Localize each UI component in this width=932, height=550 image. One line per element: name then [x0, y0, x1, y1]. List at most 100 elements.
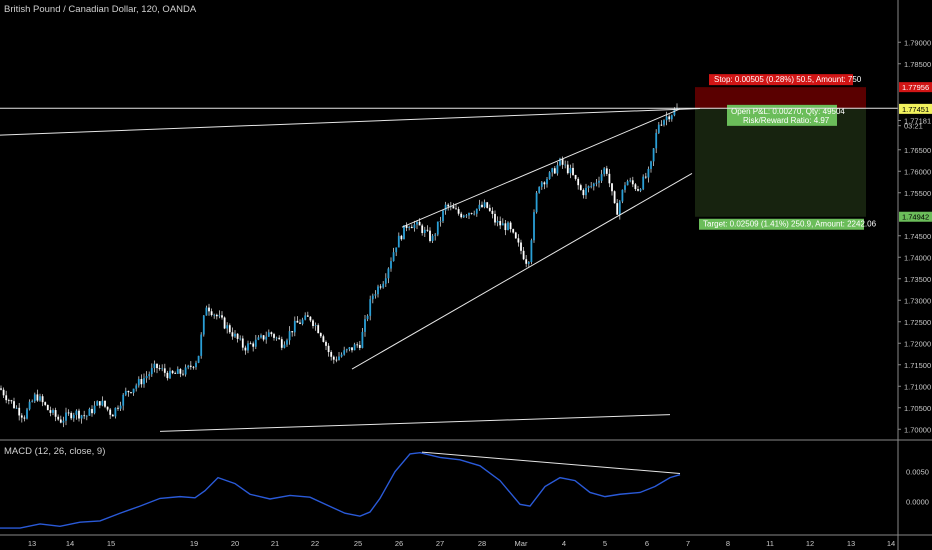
candle-body [293, 320, 296, 333]
time-tick-label: 5 [603, 539, 607, 548]
candle-body [49, 410, 52, 413]
candle-body [127, 390, 130, 393]
candle-body [535, 192, 538, 213]
candle-body [205, 307, 208, 316]
candle-body [369, 299, 372, 316]
candle-body [343, 350, 346, 355]
candle-body [312, 320, 314, 326]
candle-body [200, 334, 203, 356]
price-marker-target: 1.74942 [902, 213, 929, 222]
candle-body [325, 341, 327, 346]
candle-body [192, 366, 195, 368]
candle-body [218, 315, 221, 317]
candle-body [301, 319, 304, 324]
candle-body [582, 189, 585, 196]
candle-body [512, 229, 515, 233]
candle-body [652, 148, 655, 162]
candle-body [36, 394, 39, 401]
candle-body [403, 225, 405, 240]
candle-body [166, 372, 169, 379]
candle-body [80, 415, 83, 419]
rr-label: Risk/Reward Ratio: 4.97 [743, 116, 830, 125]
candle-body [234, 333, 236, 337]
candle-body [644, 176, 647, 178]
candle-body [197, 355, 200, 363]
candle-body [457, 209, 460, 214]
candle-body [488, 207, 491, 211]
candle-body [91, 408, 93, 414]
candle-body [384, 278, 387, 284]
candle-body [299, 322, 301, 324]
candle-body [59, 419, 62, 423]
candle-body [267, 332, 270, 337]
candle-body [98, 401, 101, 406]
candle-body [291, 331, 294, 333]
candle-body [395, 247, 398, 253]
candle-body [400, 235, 403, 240]
time-tick-label: 14 [887, 539, 895, 548]
candle-body [494, 213, 496, 223]
candle-body [278, 337, 281, 340]
candle-body [647, 168, 650, 178]
time-tick-label: 25 [354, 539, 362, 548]
candle-body [423, 229, 426, 234]
candle-body [319, 333, 322, 337]
time-tick-label: 12 [806, 539, 814, 548]
candle-body [366, 315, 369, 320]
candle-body [556, 165, 559, 174]
candle-body [642, 176, 645, 190]
candle-body [322, 336, 325, 342]
candle-body [626, 181, 629, 186]
candle-body [174, 373, 177, 374]
candle-body [405, 225, 408, 228]
candle-body [509, 222, 512, 230]
candle-body [270, 332, 273, 335]
candle-body [332, 356, 335, 360]
candle-body [265, 336, 268, 340]
candle-body [358, 344, 361, 348]
candle-body [241, 338, 244, 348]
candle-body [416, 221, 418, 225]
candle-body [574, 174, 577, 179]
price-tick-label: 1.79000 [904, 38, 931, 47]
candle-body [639, 189, 642, 191]
candle-body [28, 401, 31, 410]
candle-body [85, 415, 88, 417]
price-tick-label: 1.70500 [904, 404, 931, 413]
candle-body [57, 416, 60, 420]
candle-body [184, 367, 187, 375]
candle-body [517, 238, 520, 243]
candle-body [525, 259, 528, 264]
candle-body [382, 283, 385, 288]
pnl-label-bg [727, 104, 837, 126]
candle-body [210, 311, 213, 316]
candle-body [156, 363, 158, 369]
candle-body [70, 413, 73, 419]
candle-body [106, 406, 109, 410]
candle-body [478, 204, 481, 209]
time-tick-label: 14 [66, 539, 74, 548]
candle-body [124, 390, 127, 395]
candle-body [257, 337, 260, 340]
candle-body [187, 365, 190, 368]
candle-body [161, 368, 164, 370]
candle-body [7, 400, 10, 401]
candle-body [605, 168, 608, 174]
price-tick-label: 1.76500 [904, 146, 931, 155]
candle-body [499, 221, 502, 226]
candle-body [249, 343, 252, 345]
time-tick-label: 6 [645, 539, 649, 548]
candle-body [408, 226, 411, 228]
price-tick-label: 1.71500 [904, 361, 931, 370]
candle-body [252, 343, 255, 347]
candle-body [520, 242, 522, 251]
candle-body [483, 202, 486, 208]
candle-body [501, 223, 504, 226]
candle-body [226, 325, 229, 329]
candle-body [673, 109, 676, 116]
candle-body [377, 286, 379, 295]
candle-body [54, 410, 57, 417]
candle-body [361, 331, 364, 348]
candle-body [340, 354, 343, 357]
